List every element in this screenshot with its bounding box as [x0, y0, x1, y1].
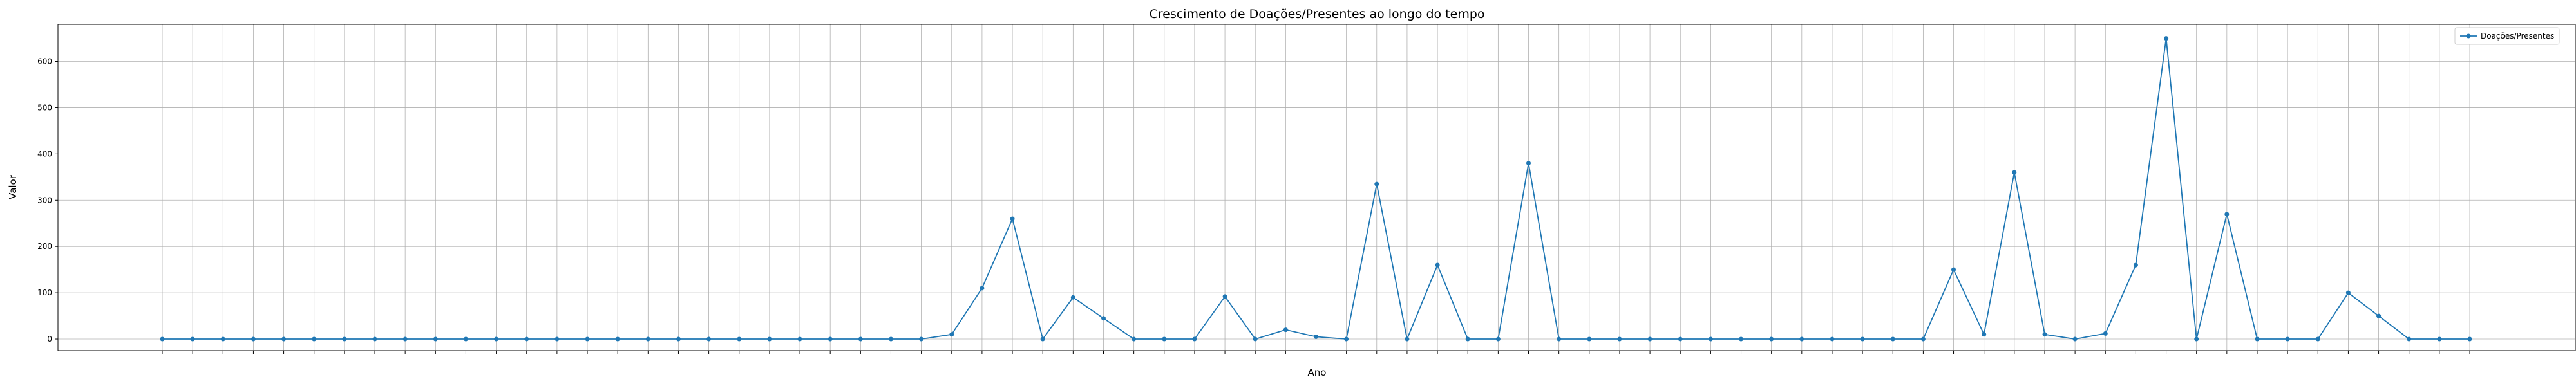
series-group — [160, 36, 2472, 342]
data-point — [554, 336, 560, 342]
data-point — [2224, 212, 2230, 217]
data-point — [312, 336, 317, 342]
data-point — [1070, 295, 1075, 300]
data-point — [1495, 336, 1501, 342]
data-point — [1465, 336, 1470, 342]
data-point — [1222, 294, 1227, 299]
data-point — [1647, 336, 1653, 342]
x-axis-label: Ano — [1308, 367, 1327, 378]
data-point — [524, 336, 529, 342]
data-point — [858, 336, 863, 342]
data-point — [1951, 267, 1956, 272]
y-tick-label: 400 — [37, 149, 52, 158]
data-point — [1799, 336, 1804, 342]
data-point — [2012, 170, 2017, 175]
y-tick-label: 600 — [37, 57, 52, 66]
legend-marker-icon — [2466, 33, 2471, 39]
data-point — [2345, 290, 2351, 295]
data-point — [1435, 262, 1440, 268]
legend-box — [2454, 27, 2560, 45]
data-point — [2407, 336, 2412, 342]
data-point — [1040, 336, 1045, 342]
data-point — [919, 336, 924, 342]
data-point — [402, 336, 408, 342]
data-point — [2164, 36, 2169, 41]
axes: 0 100 200 300 400 500 600 — [37, 24, 2576, 354]
data-point — [2072, 336, 2078, 342]
data-point — [1920, 336, 1926, 342]
data-point — [190, 336, 195, 342]
data-point — [2315, 336, 2320, 342]
data-point — [1617, 336, 1622, 342]
data-point — [1982, 332, 1987, 337]
plot-frame — [57, 24, 2576, 351]
data-point — [1132, 336, 1137, 342]
data-point — [2042, 332, 2047, 337]
data-point — [676, 336, 681, 342]
data-point — [1405, 336, 1410, 342]
data-point — [2285, 336, 2290, 342]
data-point — [1283, 327, 1288, 333]
data-point — [585, 336, 590, 342]
data-point — [1769, 336, 1774, 342]
data-point — [281, 336, 287, 342]
data-point — [494, 336, 499, 342]
chart-title: Crescimento de Doações/Presentes ao long… — [1149, 7, 1484, 21]
data-point — [949, 332, 954, 337]
data-point — [1890, 336, 1895, 342]
data-point — [767, 336, 772, 342]
legend: Doações/Presentes — [2454, 27, 2560, 45]
data-point — [2437, 336, 2442, 342]
data-point — [160, 336, 165, 342]
data-point — [1344, 336, 1349, 342]
data-point — [1587, 336, 1592, 342]
data-point — [1162, 336, 1167, 342]
y-tick-label: 100 — [37, 288, 52, 297]
data-point — [251, 336, 256, 342]
data-point — [889, 336, 893, 342]
data-point — [1314, 334, 1318, 339]
data-point — [2103, 331, 2108, 336]
y-tick-label: 0 — [47, 335, 52, 344]
data-point — [463, 336, 468, 342]
data-point — [1708, 336, 1713, 342]
data-point — [2194, 336, 2199, 342]
y-tick-label: 300 — [37, 196, 52, 205]
data-point — [1192, 336, 1197, 342]
data-point — [1739, 336, 1743, 342]
data-point — [1860, 336, 1865, 342]
data-point — [1253, 336, 1258, 342]
data-point — [372, 336, 377, 342]
data-point — [342, 336, 347, 342]
data-point — [615, 336, 620, 342]
data-point — [2467, 336, 2472, 342]
data-point — [1830, 336, 1835, 342]
data-point — [1101, 316, 1106, 321]
data-point — [1557, 336, 1562, 342]
data-point — [737, 336, 742, 342]
data-point — [2133, 262, 2138, 268]
y-tick-label: 200 — [37, 242, 52, 251]
data-point — [2255, 336, 2260, 342]
data-point — [980, 286, 985, 291]
data-point — [1526, 161, 1531, 166]
data-point — [1678, 336, 1683, 342]
y-axis-label: Valor — [7, 174, 19, 199]
data-point — [1374, 181, 1379, 187]
data-point — [797, 336, 802, 342]
legend-label: Doações/Presentes — [2481, 32, 2554, 41]
y-tick-label: 500 — [37, 103, 52, 112]
data-point — [220, 336, 225, 342]
data-point — [645, 336, 650, 342]
data-point — [2376, 313, 2382, 318]
data-point — [1010, 216, 1015, 221]
data-point — [706, 336, 712, 342]
data-point — [433, 336, 438, 342]
data-point — [828, 336, 833, 342]
